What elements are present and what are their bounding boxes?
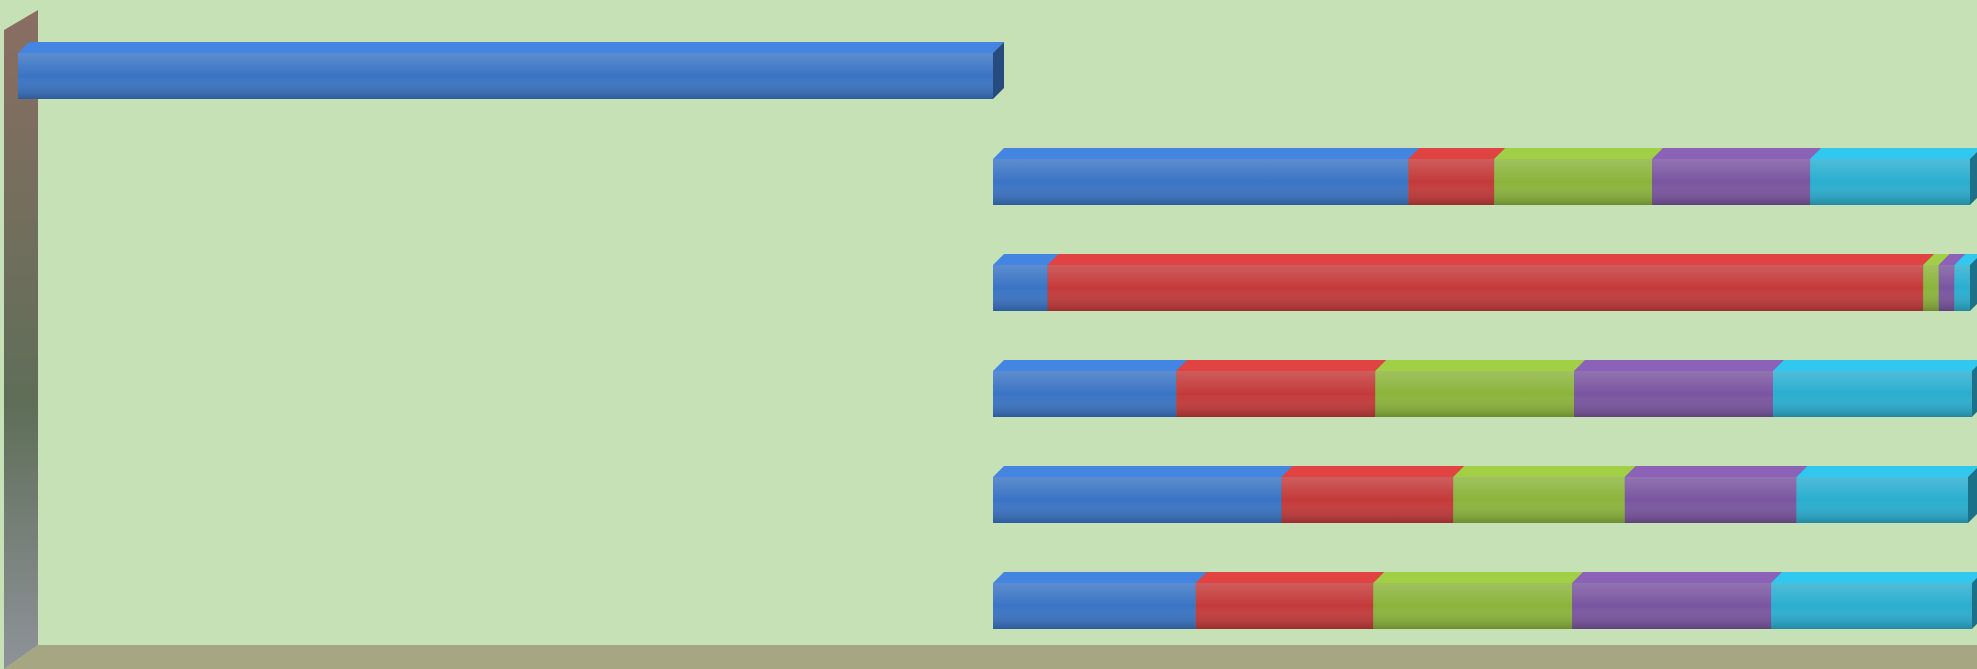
bar-top: [1773, 360, 1977, 371]
bar-top: [993, 148, 1420, 159]
bar-top: [993, 466, 1293, 477]
bar-top: [1771, 572, 1977, 583]
bar-top: [993, 360, 1188, 371]
bar-shading: [1954, 265, 1970, 311]
bar-side: [1968, 468, 1977, 523]
bar-top: [1954, 254, 1977, 265]
bar-top: [1938, 254, 1966, 265]
bar-top: [1373, 572, 1584, 583]
bar-side: [1969, 151, 1977, 205]
bar-shading: [993, 159, 1409, 205]
bar-top: [1810, 148, 1977, 159]
bar-top: [993, 254, 1059, 265]
bar-side: [1971, 577, 1977, 629]
floor: [4, 645, 1977, 669]
bar-shading: [993, 265, 1048, 311]
bar-shading: [1771, 583, 1972, 629]
bar-top: [1652, 148, 1822, 159]
bar-shading: [1624, 477, 1797, 523]
bar-shading: [1494, 159, 1653, 205]
bar-side: [1969, 257, 1977, 311]
bar-top: [1453, 466, 1636, 477]
bar-segment: [18, 583, 993, 629]
bar-side: [993, 42, 1004, 99]
bar-shading: [1281, 477, 1454, 523]
bar-shading: [993, 583, 1196, 629]
bar-shading: [18, 53, 993, 99]
bar-top: [1047, 254, 1935, 265]
bar-shading: [1195, 583, 1374, 629]
bar-shading: [1373, 583, 1573, 629]
bar-shading: [1176, 371, 1376, 417]
bar-top: [1624, 466, 1808, 477]
bar-top: [1281, 466, 1465, 477]
bar-segment: [18, 265, 993, 311]
bar-shading: [993, 371, 1177, 417]
bar-top: [1574, 360, 1784, 371]
bar-top: [993, 572, 1207, 583]
bar-shading: [1047, 265, 1924, 311]
bar-side: [1971, 365, 1977, 417]
bar-top: [1572, 572, 1783, 583]
bar-top: [1176, 360, 1387, 371]
bar-shading: [993, 477, 1282, 523]
bar-top: [1375, 360, 1586, 371]
bar-shading: [1923, 265, 1939, 311]
bar-segment: [18, 159, 993, 205]
bar-shading: [1408, 159, 1495, 205]
bar-shading: [1938, 265, 1955, 311]
bar-shading: [1810, 159, 1970, 205]
bar-top: [1796, 466, 1977, 477]
bar-shading: [1453, 477, 1625, 523]
bar-shading: [1574, 371, 1773, 417]
bar-shading: [1375, 371, 1575, 417]
back-wall: [4, 10, 38, 669]
bar-top: [1408, 148, 1506, 159]
bar-top: [1923, 254, 1950, 265]
bar-segment: [18, 477, 993, 523]
bar-shading: [1652, 159, 1811, 205]
bar-top: [1494, 148, 1664, 159]
bar-shading: [1773, 371, 1972, 417]
bar-shading: [1572, 583, 1772, 629]
bar-top: [18, 42, 1004, 53]
bar-shading: [1796, 477, 1968, 523]
bar-top: [1195, 572, 1385, 583]
bar-segment: [18, 371, 993, 417]
